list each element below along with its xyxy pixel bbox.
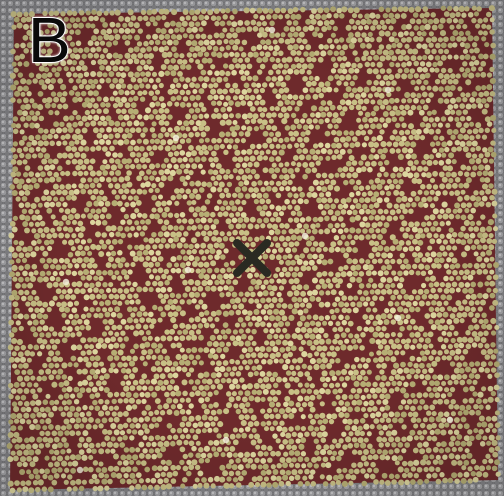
x-cross-icon xyxy=(233,239,271,277)
panel-label: B xyxy=(27,4,72,76)
